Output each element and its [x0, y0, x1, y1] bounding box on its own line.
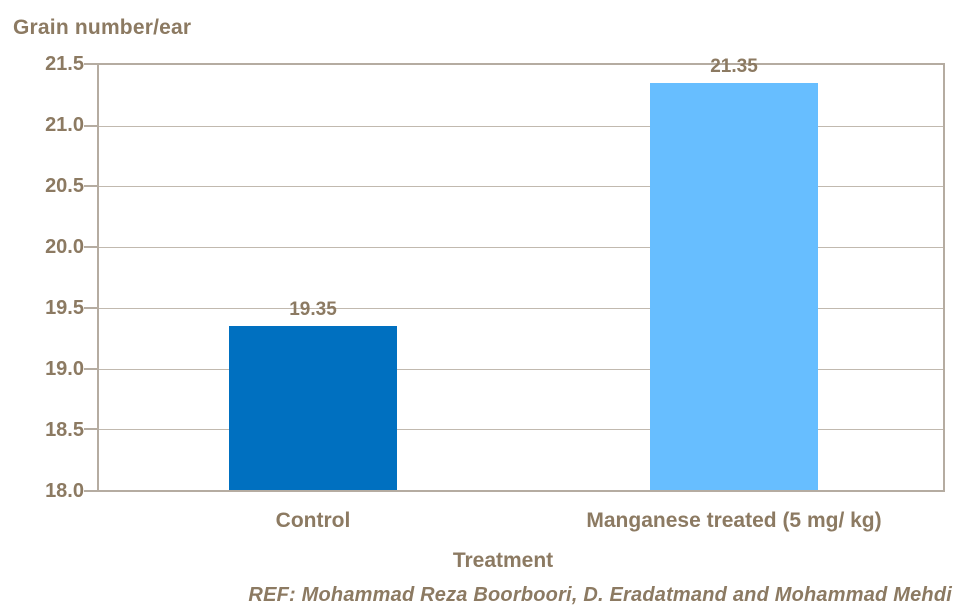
gridline — [99, 429, 943, 431]
y-tick-mark — [84, 367, 97, 370]
y-tick-mark — [84, 124, 97, 127]
y-tick-mark — [84, 306, 97, 309]
y-tick-label: 18.0 — [45, 480, 84, 502]
y-tick-label: 21.0 — [45, 114, 84, 136]
bar-value-label: 19.35 — [289, 299, 337, 321]
x-category-label-treated: Manganese treated (5 mg/ kg) — [586, 509, 882, 532]
y-tick-mark — [84, 490, 97, 492]
gridline — [99, 125, 943, 127]
bar-treated — [650, 83, 818, 490]
y-tick-mark — [84, 185, 97, 188]
x-category-label-control: Control — [275, 509, 351, 532]
bar-slot-treated: 21.35 — [650, 57, 818, 490]
chart-title: Grain number/ear — [13, 16, 192, 39]
x-axis-title: Treatment — [452, 549, 554, 572]
y-tick-mark — [84, 246, 97, 249]
y-tick-mark — [84, 63, 97, 65]
gridline — [99, 186, 943, 188]
bar-control — [229, 326, 397, 490]
y-tick-label: 20.5 — [45, 175, 84, 197]
plot-area: 19.35 21.35 — [84, 57, 945, 492]
y-tick-mark — [84, 428, 97, 431]
gridline — [99, 247, 943, 249]
reference-footer: REF: Mohammad Reza Boorboori, D. Eradatm… — [248, 584, 952, 606]
bar-value-label: 21.35 — [710, 56, 758, 78]
gridline — [99, 307, 943, 309]
bar-slot-control: 19.35 — [229, 65, 397, 490]
y-tick-label: 19.5 — [45, 297, 84, 319]
gridline — [99, 368, 943, 370]
y-tick-label: 20.0 — [45, 236, 84, 258]
y-tick-label: 21.5 — [45, 53, 84, 75]
y-tick-label: 18.5 — [45, 419, 84, 441]
y-tick-label: 19.0 — [45, 358, 84, 380]
